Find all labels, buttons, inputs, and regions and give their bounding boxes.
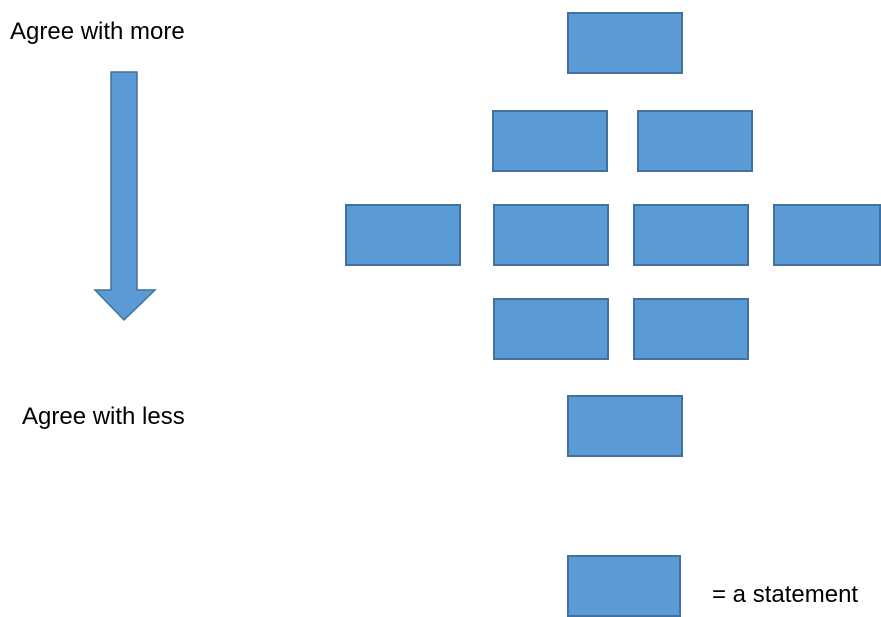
statement-card: [633, 204, 749, 266]
statement-card: [493, 298, 609, 360]
legend-label: = a statement: [712, 581, 859, 608]
statement-card: [493, 204, 609, 266]
statement-card: [567, 12, 683, 74]
agree-with-less-label: Agree with less: [22, 403, 185, 430]
statement-card: [345, 204, 461, 266]
statement-card: [492, 110, 608, 172]
statement-card: [567, 395, 683, 457]
down-arrow-icon: [93, 71, 157, 322]
statement-card: [773, 204, 881, 266]
legend-statement-card: [567, 555, 681, 617]
statement-card: [637, 110, 753, 172]
agree-with-more-label: Agree with more: [10, 18, 185, 45]
statement-card: [633, 298, 749, 360]
